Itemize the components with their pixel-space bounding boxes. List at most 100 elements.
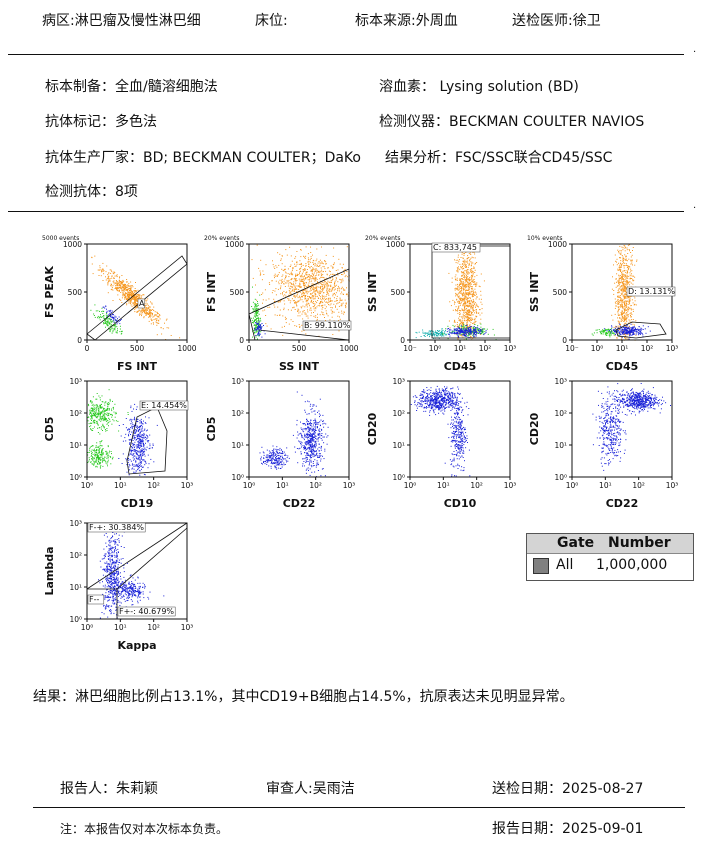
x-tick-label: 10³ (504, 481, 517, 490)
y-tick-label: 1000 (225, 240, 244, 249)
y-tick-label: 10⁰ (69, 615, 82, 624)
x-tick-label: 1000 (339, 344, 358, 353)
plot-frame (86, 380, 188, 478)
y-tick-label: 0 (400, 336, 405, 345)
divider-top (8, 54, 684, 55)
number-column-header: Number (608, 535, 671, 551)
y-tick-label: 10⁰ (69, 473, 82, 482)
divider-bottom (33, 807, 685, 808)
x-tick-label: 500 (130, 344, 145, 353)
y-tick-label: 10² (231, 409, 244, 418)
x-tick-label: 10⁰ (591, 344, 604, 353)
x-tick-label: 10¹ (599, 481, 612, 490)
x-tick-label: 500 (292, 344, 307, 353)
gate-table-header: Gate Number (527, 534, 693, 554)
divider-dot: . (693, 44, 697, 55)
analysis-method: 结果分析：FSC/SSC联合CD45/SSC (385, 150, 613, 166)
x-tick-label: 10³ (181, 481, 194, 490)
gate-label: B: 99.110% (304, 321, 351, 330)
x-tick-label: 10⁻ (403, 344, 417, 353)
x-tick-label: 10¹ (114, 623, 127, 632)
footer-note: 注：本报告仅对本次标本负责。 (60, 822, 229, 836)
x-tick-label: 10¹ (114, 481, 127, 490)
flow-plot-cd19-vs-cd5: 10⁰ 10¹ 10² 10³ 10⁰ 10¹ 10² 10³ CD19 CD5 E: 14.454… (42, 369, 202, 515)
x-tick-label: 10¹ (616, 344, 629, 353)
x-axis-label: Kappa (117, 639, 156, 652)
report-date: 报告日期：2025-09-01 (492, 821, 644, 837)
gate-outline (86, 522, 188, 619)
x-tick-label: 0 (85, 344, 90, 353)
gate-label: F+-: 40.679% (119, 607, 174, 616)
y-tick-label: 10² (392, 409, 405, 418)
x-tick-label: 10² (147, 623, 160, 632)
antibody-count: 检测抗体：8项 (45, 184, 138, 200)
y-tick-label: 1000 (386, 240, 405, 249)
events-label: 5000 events (42, 235, 79, 242)
gate-table-row: All 1,000,000 (527, 554, 693, 580)
ward-label: 病区:淋巴瘤及慢性淋巴细 (42, 13, 201, 29)
events-label: 20% events (365, 235, 400, 242)
gate-label: F-- (89, 595, 99, 604)
divider-dot: . (693, 200, 697, 211)
send-date: 送检日期：2025-08-27 (492, 781, 644, 797)
y-tick-label: 10³ (554, 377, 567, 386)
y-tick-label: 500 (68, 288, 83, 297)
events-label: 20% events (204, 235, 239, 242)
y-tick-label: 500 (391, 288, 406, 297)
x-tick-label: 10² (470, 481, 483, 490)
y-tick-label: 10¹ (554, 441, 567, 450)
gate-label: C: 833,745 (433, 243, 477, 252)
result-text: 结果：淋巴细胞比例占13.1%，其中CD19+B细胞占14.5%，抗原表达未见明… (33, 689, 574, 705)
gate-table: Gate Number All 1,000,000 (526, 533, 694, 581)
y-tick-label: 10¹ (69, 441, 82, 450)
y-axis-label: SS INT (528, 272, 541, 312)
y-axis-label: CD5 (43, 417, 56, 442)
y-tick-label: 10⁰ (554, 473, 567, 482)
x-tick-label: 10³ (666, 481, 679, 490)
x-tick-label: 10³ (504, 344, 517, 353)
x-tick-label: 0 (247, 344, 252, 353)
flow-plot-svg: 20% events 0 500 1000 0 500 1000 SS INT FS INT B:… (204, 235, 359, 373)
sample-prep: 标本制备：全血/髓溶细胞法 (45, 79, 218, 95)
flow-plot-fs-int-vs-fs-peak: 5000 events 0 500 1000 0 500 1000 FS INT FS PEAK… (42, 232, 202, 378)
antibody-marker: 抗体标记：多色法 (45, 114, 157, 130)
flow-plot-cd22-vs-cd5: 10⁰ 10¹ 10² 10³ 10⁰ 10¹ 10² 10³ CD22 CD5 (204, 369, 364, 515)
plot-frame (409, 380, 511, 478)
x-tick-label: 10⁻ (565, 344, 579, 353)
bed-label: 床位: (255, 13, 288, 29)
reviewer: 审查人:吴雨洁 (266, 781, 355, 797)
x-tick-label: 10³ (343, 481, 356, 490)
doctor-label: 送检医师:徐卫 (512, 13, 601, 29)
x-axis-label: CD22 (283, 497, 316, 510)
x-tick-label: 10¹ (454, 344, 467, 353)
gate-outline (248, 268, 350, 341)
y-tick-label: 1000 (63, 240, 82, 249)
x-tick-label: 10⁰ (404, 481, 417, 490)
x-tick-label: 10⁰ (566, 481, 579, 490)
plot-frame (86, 243, 188, 341)
x-axis-label: CD45 (606, 360, 639, 373)
y-tick-label: 500 (230, 288, 245, 297)
y-axis-label: FS INT (205, 271, 218, 312)
x-axis-label: FS INT (117, 360, 158, 373)
x-tick-label: 10² (147, 481, 160, 490)
x-axis-label: CD19 (121, 497, 154, 510)
y-tick-label: 10⁰ (231, 473, 244, 482)
specimen-source-label: 标本来源:外周血 (355, 13, 458, 29)
divider-mid (8, 211, 684, 212)
x-tick-label: 10⁰ (81, 623, 94, 632)
y-axis-label: CD20 (528, 412, 541, 445)
x-tick-label: 10³ (666, 344, 679, 353)
x-tick-label: 10⁰ (429, 344, 442, 353)
flow-plot-ss-int-vs-fs-int: 20% events 0 500 1000 0 500 1000 SS INT FS INT B:… (204, 232, 364, 378)
y-axis-label: CD20 (366, 412, 379, 445)
x-axis-label: SS INT (279, 360, 319, 373)
gate-label: A (139, 299, 145, 308)
y-tick-label: 10³ (231, 377, 244, 386)
flow-plot-cd10-vs-cd20: 10⁰ 10¹ 10² 10³ 10⁰ 10¹ 10² 10³ CD10 CD20 (365, 369, 525, 515)
flow-plot-svg: 20% events 10⁻ 10⁰ 10¹ 10² 10³ 0 500 1000 CD45 SS … (365, 235, 517, 373)
y-axis-label: FS PEAK (43, 266, 56, 318)
flow-plot-svg: 5000 events 0 500 1000 0 500 1000 FS INT FS PEAK… (42, 235, 197, 373)
gate-column-header: Gate (557, 535, 595, 551)
y-tick-label: 0 (239, 336, 244, 345)
